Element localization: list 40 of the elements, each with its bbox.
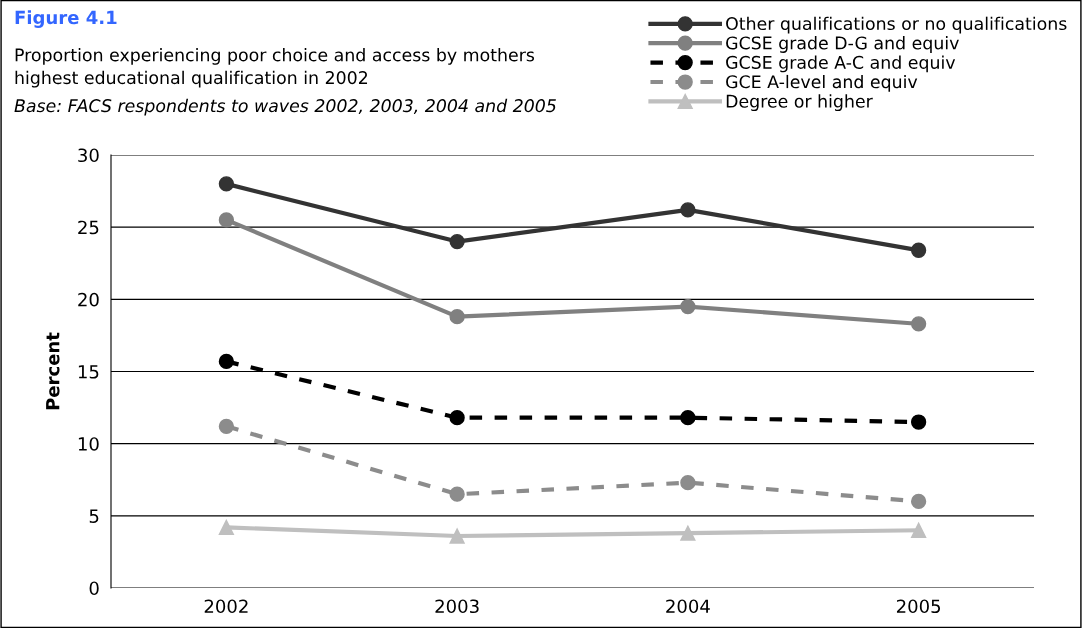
point — [449, 486, 465, 502]
point — [218, 176, 235, 192]
point — [680, 525, 696, 541]
point — [218, 519, 235, 536]
point — [910, 493, 927, 510]
point — [218, 418, 235, 434]
x-tick-label: 2003 — [435, 599, 479, 614]
legend-label: GCSE grade A-C and equiv — [726, 55, 956, 73]
y-axis-title: Percent — [46, 332, 60, 410]
legend-label: Degree or higher — [726, 94, 873, 112]
point — [449, 233, 465, 250]
point — [910, 522, 927, 538]
chart-title: Figure 4.1 — [15, 10, 117, 28]
legend-label: Other qualifications or no qualifications — [726, 16, 1067, 34]
chart-subtitle: Proportion experiencing poor choice and access by mothers highest educational qualification in 2002 — [15, 48, 535, 88]
legend-label: GCSE grade D-G and equiv — [726, 36, 959, 53]
point — [680, 298, 696, 315]
x-tick-label: 2002 — [204, 599, 248, 614]
legend-label: GCE A-level and equiv — [726, 74, 918, 92]
y-tick-label: 20 — [78, 292, 99, 307]
point — [449, 410, 465, 426]
text: Base: FACS respondents to waves 2002, 2003, 2004 and 2005 — [14, 98, 556, 116]
point — [449, 528, 465, 544]
y-tick-label: 5 — [89, 509, 99, 523]
point — [910, 414, 927, 430]
point — [680, 202, 696, 218]
y-tick-label: 15 — [78, 365, 99, 379]
point — [680, 474, 696, 491]
point — [910, 316, 927, 332]
x-tick-label: 2005 — [896, 599, 941, 614]
y-tick-label: 30 — [78, 148, 99, 163]
y-tick-label: 10 — [78, 437, 99, 451]
point — [218, 212, 235, 228]
point — [910, 242, 927, 258]
y-tick-label: 0 — [89, 581, 99, 596]
point — [449, 309, 465, 325]
x-tick-label: 2004 — [666, 599, 710, 614]
point — [680, 410, 696, 426]
point — [218, 353, 235, 370]
y-tick-label: 25 — [78, 220, 99, 235]
